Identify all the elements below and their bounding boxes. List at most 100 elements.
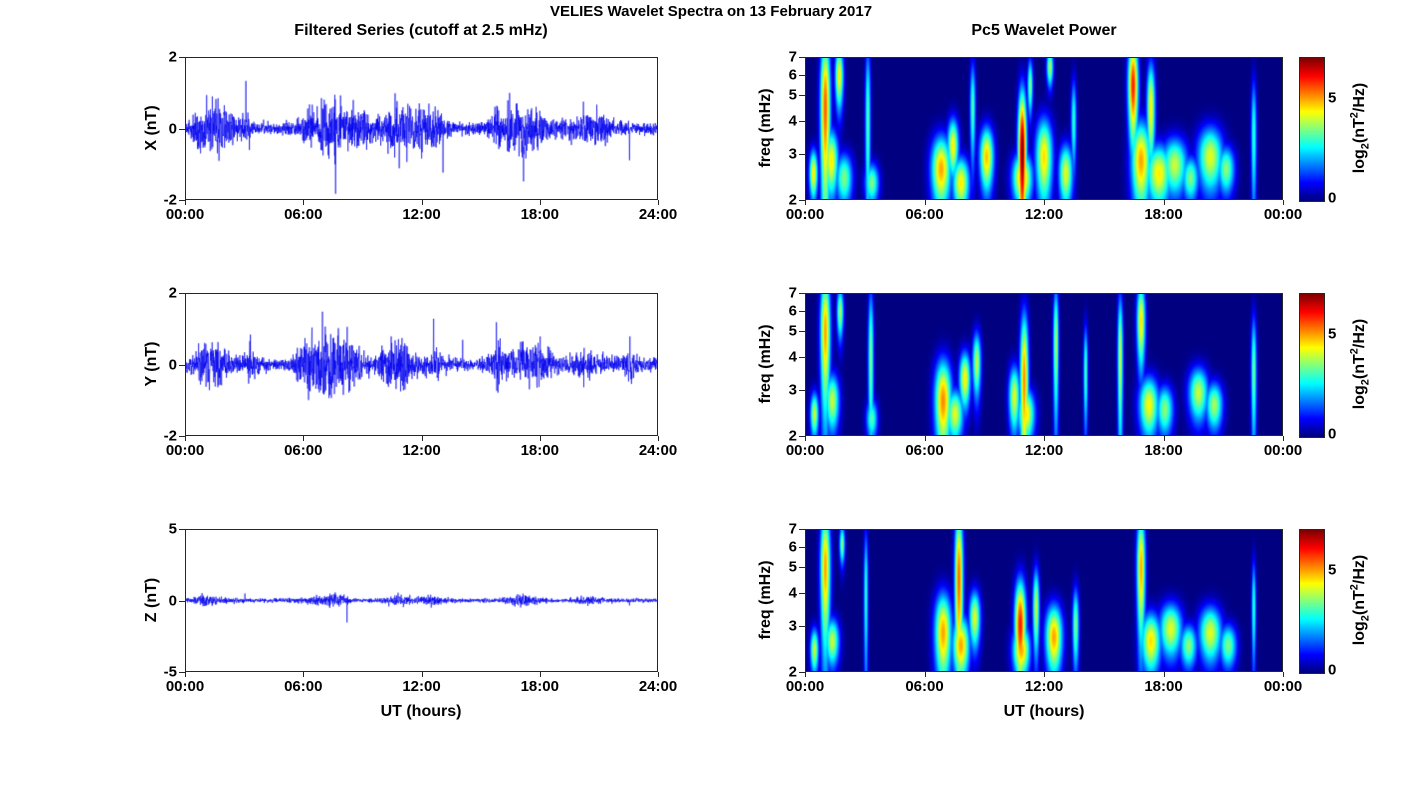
z-series-ylabel: Z (nT) [143,577,160,623]
y-tick-label: 6 [788,538,797,556]
y-tick-label: 5 [168,520,177,538]
x-tick-label: 06:00 [284,442,323,459]
colorbar-label-text: /Hz) [1351,82,1369,113]
colorbar-y-tick-min: 0 [1328,425,1337,443]
y-tick-label: 5 [788,86,797,104]
left-column-title: Filtered Series (cutoff at 2.5 mHz) [294,22,548,39]
y-tick-mark [179,529,185,530]
figure-title: VELIES Wavelet Spectra on 13 February 20… [549,3,873,20]
x-tick-label: 00:00 [1263,678,1303,695]
colorbar-label-sub: 2 [1359,615,1372,622]
z-series-canvas [186,530,657,671]
y-tick-mark [179,57,185,58]
x-tick-label: 00:00 [1263,206,1303,223]
x-tick-mark [1044,672,1045,677]
x-tick-mark [658,436,659,441]
y-tick-label: -2 [163,191,177,209]
x-tick-label: 00:00 [785,206,825,223]
y-tick-mark [179,672,185,673]
x-series-ylabel: X (nT) [143,105,160,151]
x-tick-mark [185,672,186,677]
x-tick-mark [421,200,423,205]
y-tick-mark [799,356,805,358]
y-tick-label: 3 [788,617,797,635]
x-tick-label: 24:00 [638,442,678,459]
x-tick-mark [421,436,423,441]
y-tick-mark [179,364,185,366]
x-tick-mark [1044,200,1045,205]
y-tick-label: 0 [168,592,177,609]
y-tick-label: -2 [163,427,177,445]
colorbar-label-text: (nT [1351,118,1369,144]
y-tick-label: 2 [788,427,797,445]
y-tick-label: 7 [788,48,797,66]
y-tick-label: 4 [788,348,797,366]
colorbar-label-text: log [1351,149,1369,174]
y-tick-mark [799,625,805,627]
x-tick-label: 06:00 [905,678,944,695]
x-tick-label: 18:00 [520,678,559,695]
x-tick-mark [185,436,186,441]
y-tick-mark [179,600,185,602]
x-tick-label: 18:00 [520,206,559,223]
x-wavelet-ylabel: freq (mHz) [757,88,774,168]
colorbar-z-tick-min: 0 [1328,661,1337,679]
colorbar-label-text: (nT [1351,354,1369,380]
x-tick-label: 24:00 [638,678,678,695]
x-tick-label: 18:00 [1144,442,1183,459]
x-tick-label: 24:00 [638,206,678,223]
colorbar-x-tick-5: 5 [1328,89,1337,107]
colorbar-label-text: /Hz) [1351,318,1369,349]
y-tick-mark [799,95,805,97]
y-series-canvas [186,294,657,435]
y-tick-mark [799,389,805,391]
y-wavelet-ylabel: freq (mHz) [757,324,774,404]
x-tick-mark [805,672,806,677]
x-tick-mark [924,436,926,441]
y-tick-label: 5 [788,558,797,576]
z-wavelet-canvas [806,530,1282,671]
x-tick-mark [185,200,186,205]
y-tick-mark [799,293,805,294]
x-tick-mark [303,200,305,205]
y-wavelet-canvas [806,294,1282,435]
colorbar-label-text: /Hz) [1351,554,1369,585]
x-tick-mark [303,436,305,441]
colorbar-x-tick-min: 0 [1328,189,1337,207]
x-tick-mark [1163,672,1165,677]
x-tick-mark [1283,436,1284,441]
x-tick-label: 00:00 [785,442,825,459]
colorbar-y-label: log2(nT2/Hz) [1349,319,1372,409]
x-tick-label: 12:00 [402,678,441,695]
right-xaxis-label: UT (hours) [1003,703,1085,720]
z-wavelet-axes [805,529,1283,672]
right-column-title: Pc5 Wavelet Power [971,22,1117,39]
y-tick-label: -5 [163,663,177,681]
y-tick-mark [799,153,805,155]
y-tick-mark [799,546,805,548]
y-tick-label: 4 [788,584,797,602]
colorbar-label-text: (nT [1351,590,1369,616]
y-tick-mark [799,331,805,333]
y-tick-mark [799,120,805,122]
y-wavelet-axes [805,293,1283,436]
x-tick-mark [924,672,926,677]
y-tick-label: 7 [788,520,797,538]
y-tick-mark [179,293,185,294]
x-tick-label: 06:00 [905,206,944,223]
z-series-axes [185,529,658,672]
x-tick-label: 00:00 [1263,442,1303,459]
x-tick-label: 18:00 [1144,206,1183,223]
colorbar-x-label: log2(nT2/Hz) [1349,83,1372,173]
y-tick-mark [179,128,185,130]
y-tick-mark [799,200,805,201]
x-tick-label: 18:00 [1144,678,1183,695]
x-tick-mark [805,436,806,441]
x-tick-label: 06:00 [905,442,944,459]
colorbar-z [1299,529,1325,674]
x-tick-mark [924,200,926,205]
x-tick-mark [303,672,305,677]
y-tick-mark [179,200,185,201]
x-tick-mark [1283,672,1284,677]
